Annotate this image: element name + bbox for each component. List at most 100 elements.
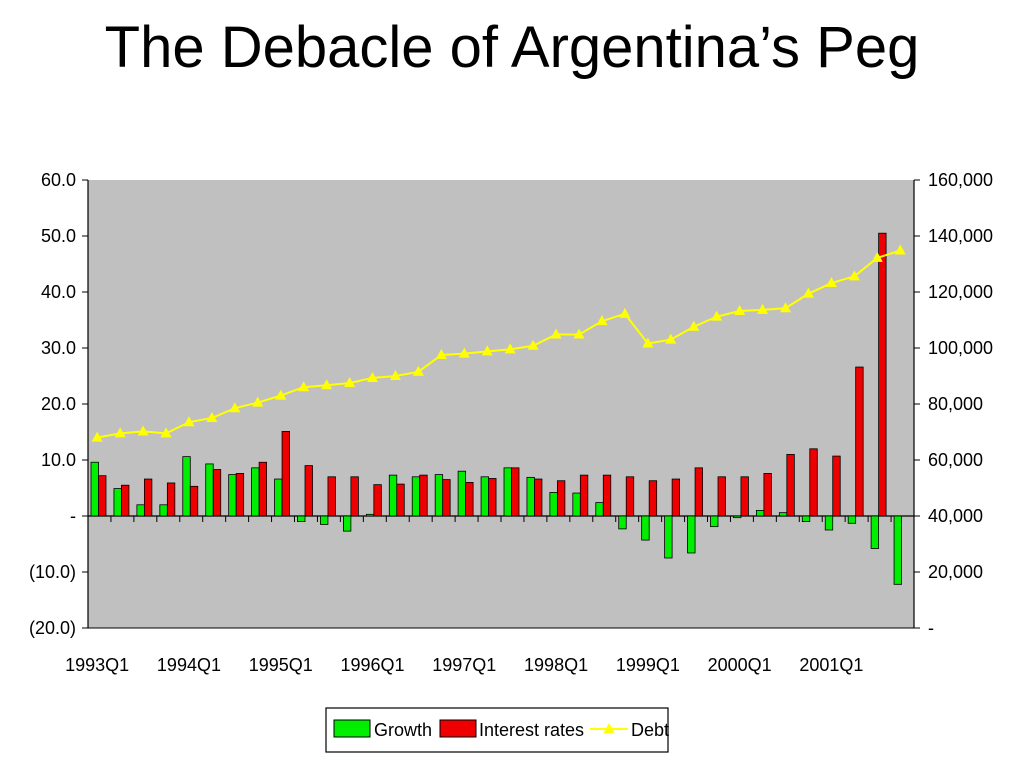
debt-marker (252, 396, 264, 407)
growth-bar (320, 515, 329, 525)
interest-bar (350, 476, 359, 517)
interest-bar (442, 479, 451, 517)
left-tick-label: 60.0 (41, 170, 76, 190)
legend: Growth Interest rates Debt (325, 707, 669, 753)
growth-bar (618, 515, 627, 530)
debt-marker (550, 328, 562, 339)
right-tick-label: 120,000 (928, 282, 993, 302)
growth-bar (388, 474, 398, 517)
growth-bar (342, 515, 352, 532)
growth-bar (90, 461, 99, 517)
interest-bar (534, 478, 543, 517)
growth-bar (870, 515, 880, 549)
debt-marker (894, 244, 906, 255)
x-tick-label: 2000Q1 (708, 655, 772, 675)
debt-marker (848, 270, 860, 281)
interest-bar (579, 474, 589, 517)
debt-marker (481, 345, 493, 356)
growth-bar (733, 515, 742, 519)
x-tick-label: 1996Q1 (340, 655, 404, 675)
debt-marker (114, 427, 126, 438)
interest-bar (465, 481, 474, 517)
growth-bar (664, 515, 673, 559)
growth-bar (824, 515, 834, 531)
x-tick-label: 1995Q1 (249, 655, 313, 675)
interest-bar (98, 475, 107, 517)
left-tick-label: 10.0 (41, 450, 76, 470)
interest-bar (878, 232, 887, 517)
growth-bar (847, 515, 857, 524)
debt-marker (527, 339, 539, 350)
interest-bar (121, 484, 130, 517)
x-tick-label: 1994Q1 (157, 655, 221, 675)
growth-bar (755, 509, 765, 517)
left-tick-label: - (70, 506, 76, 526)
legend-label-debt: Debt (631, 720, 669, 740)
legend-label-interest: Interest rates (479, 720, 584, 740)
growth-bar (641, 515, 650, 541)
interest-bar (855, 366, 864, 517)
interest-bar (717, 476, 726, 517)
interest-bar (258, 461, 268, 517)
debt-line (91, 244, 906, 442)
bars (90, 232, 902, 585)
interest-bar (396, 483, 405, 517)
interest-bar (235, 473, 245, 517)
interest-bar (304, 465, 313, 517)
left-tick-label: 20.0 (41, 394, 76, 414)
interest-bar (189, 485, 199, 517)
interest-bar (671, 478, 681, 517)
debt-marker (206, 412, 218, 422)
growth-bar (595, 502, 604, 517)
debt-marker (298, 381, 310, 392)
debt-marker (321, 379, 333, 390)
left-tick-label: (20.0) (29, 618, 76, 638)
debt-marker (137, 425, 149, 436)
right-tick-label: 100,000 (928, 338, 993, 358)
x-tick-label: 1998Q1 (524, 655, 588, 675)
debt-marker (711, 310, 723, 321)
debt-marker (871, 251, 883, 262)
right-tick-label: 40,000 (928, 506, 983, 526)
debt-marker (275, 389, 287, 400)
interest-bar (373, 484, 382, 517)
interest-bar (763, 473, 772, 517)
growth-bar (228, 474, 237, 517)
debt-marker (665, 333, 677, 344)
debt-marker (619, 307, 631, 318)
x-tick-label: 1999Q1 (616, 655, 680, 675)
debt-marker (91, 431, 103, 442)
interest-bar (809, 448, 818, 517)
debt-marker (596, 315, 608, 326)
growth-bar (549, 492, 558, 517)
interest-bar (694, 467, 703, 517)
left-tick-label: 30.0 (41, 338, 76, 358)
legend-swatch-interest (439, 719, 477, 738)
x-tick-label: 1993Q1 (65, 655, 129, 675)
right-axis: - 20,000 40,000 60,000 80,000 100,000 120,000 1… (913, 170, 993, 638)
plot-area (88, 180, 914, 628)
interest-bar (832, 455, 841, 517)
debt-marker (757, 303, 769, 314)
right-tick-label: - (928, 618, 934, 638)
interest-bar (488, 478, 497, 517)
debt-marker (229, 402, 241, 413)
growth-bar (526, 476, 535, 517)
growth-bar (297, 515, 306, 522)
debt-marker (435, 349, 447, 359)
debt-marker (573, 328, 585, 339)
interest-bar (511, 467, 520, 517)
interest-bar (281, 431, 290, 517)
growth-bar (778, 512, 788, 517)
growth-bar (503, 467, 512, 517)
debt-marker (802, 287, 814, 298)
growth-bar (205, 463, 214, 517)
growth-bar (457, 470, 467, 517)
interest-bar (166, 482, 176, 517)
debt-marker (389, 370, 401, 380)
legend-marker-debt (603, 723, 615, 733)
debt-marker (780, 302, 792, 313)
growth-bar (113, 488, 122, 517)
left-tick-label: 50.0 (41, 226, 76, 246)
